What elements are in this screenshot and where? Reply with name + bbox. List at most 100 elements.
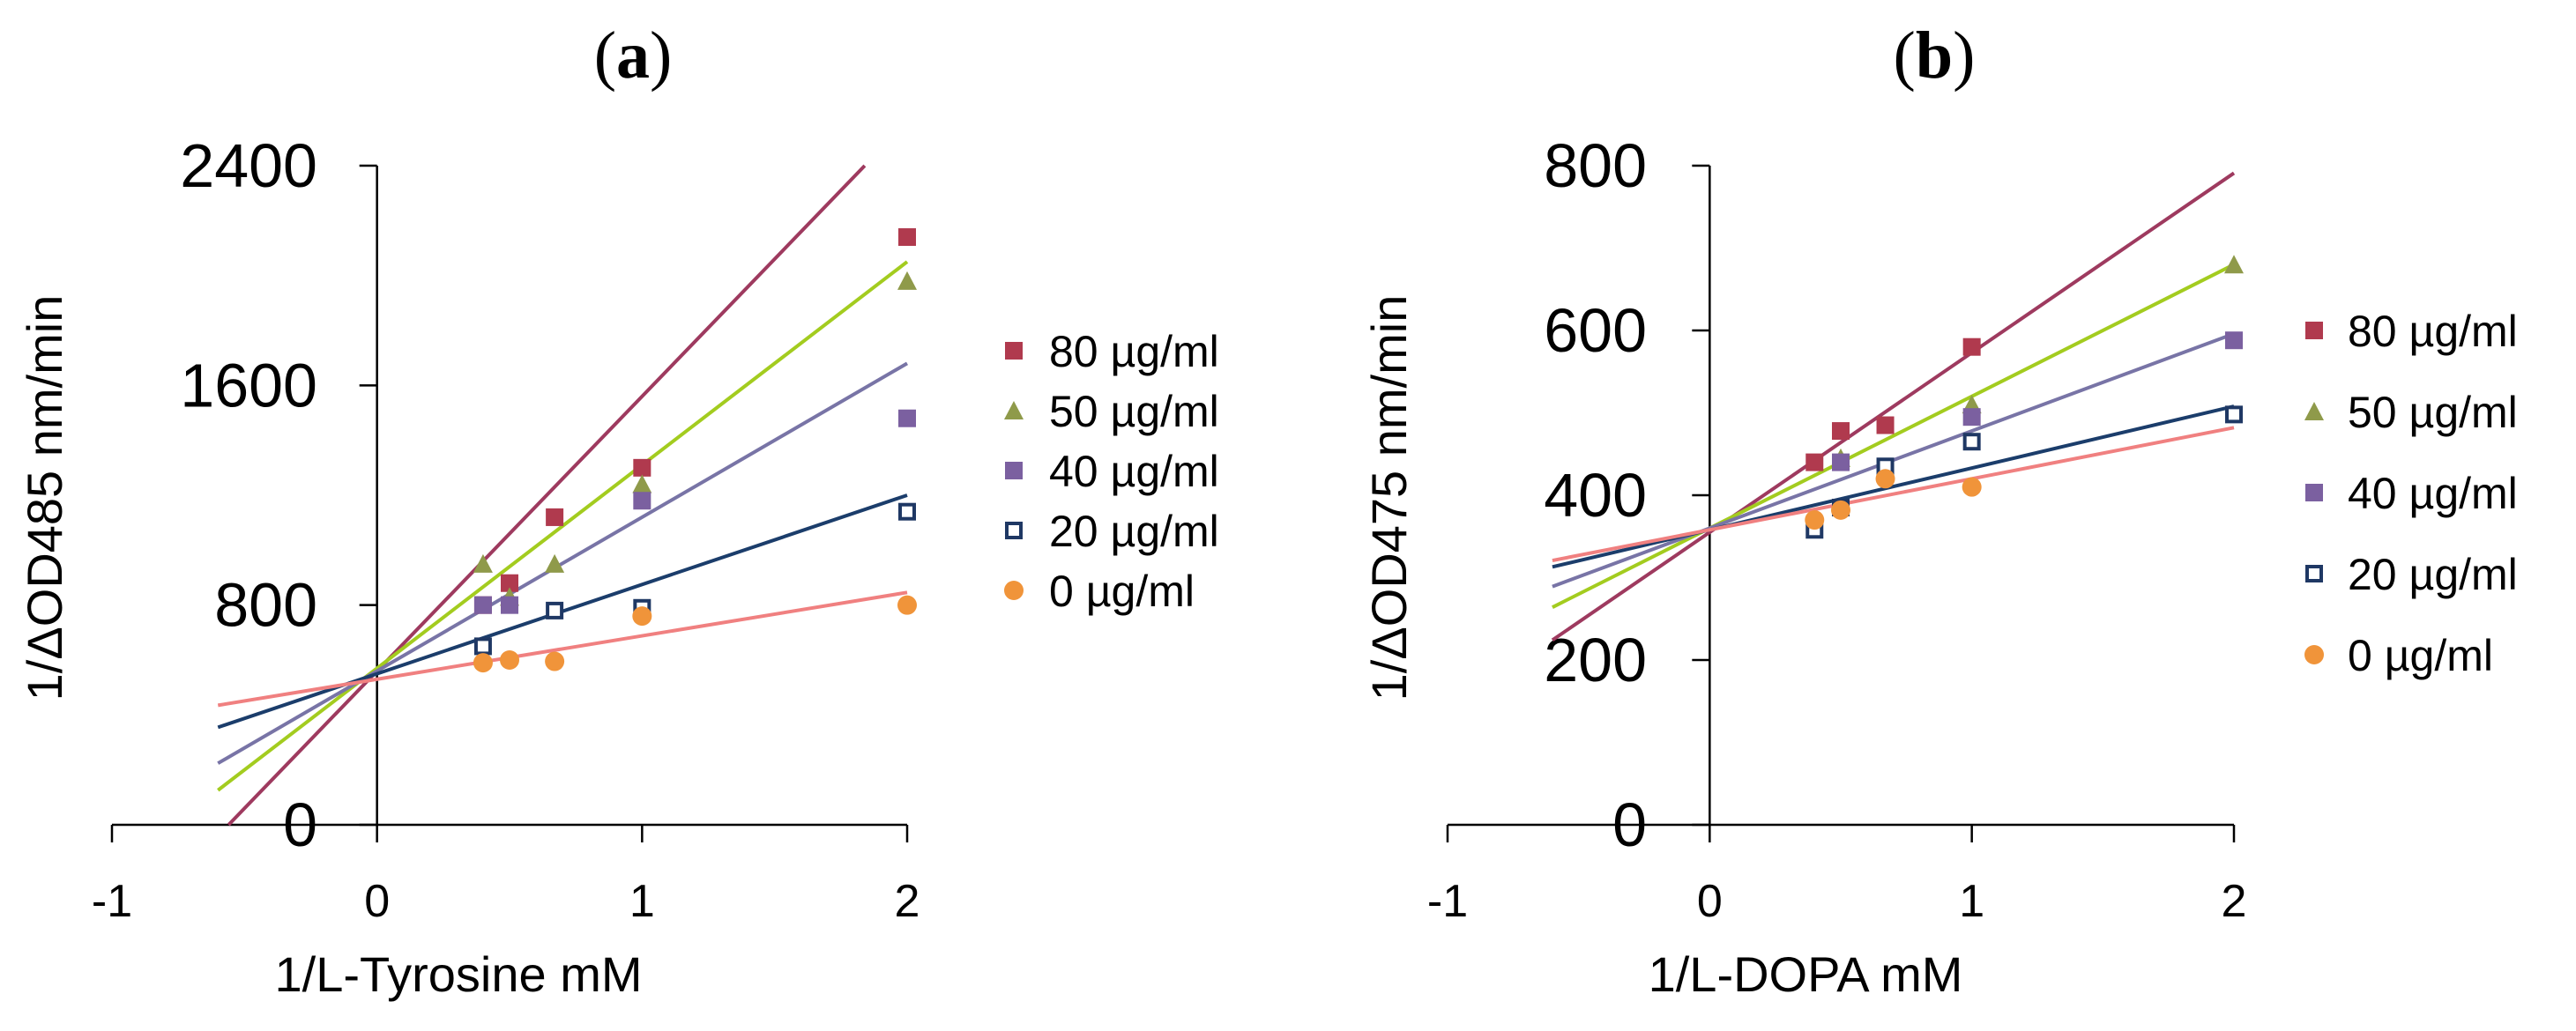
- data-point: [1962, 433, 1981, 451]
- x-tick-label: 1: [1959, 876, 1984, 927]
- y-tick-label: 800: [1544, 131, 1647, 200]
- data-point: [546, 508, 564, 526]
- series-20gml: [473, 502, 916, 656]
- legend-marker: [2305, 484, 2323, 501]
- data-point: [473, 653, 493, 673]
- data-point: [546, 601, 564, 619]
- trendline-0gml: [1552, 426, 2235, 563]
- legend-marker: [1005, 522, 1023, 539]
- data-point: [898, 502, 916, 521]
- data-point: [633, 492, 651, 510]
- y-axis-title: 1/ΔOD485 nm/min: [17, 295, 72, 701]
- x-axis-title: 1/L-Tyrosine mM: [275, 946, 643, 1002]
- x-tick-label: 0: [1697, 876, 1723, 927]
- data-point: [501, 574, 518, 592]
- data-point: [2225, 331, 2243, 350]
- data-point: [501, 596, 518, 614]
- legend-label: 80 µg/ml: [2348, 307, 2518, 356]
- data-point: [545, 553, 565, 573]
- trendline-0gml: [217, 590, 908, 708]
- legend-label: 50 µg/ml: [1049, 387, 1219, 436]
- data-point: [897, 595, 917, 615]
- panel-title-open: (: [594, 19, 616, 93]
- series-40gml: [1832, 331, 2243, 471]
- x-tick-label: -1: [1427, 876, 1468, 927]
- y-tick-label: 0: [1612, 790, 1647, 859]
- panel-title: (a): [594, 19, 673, 93]
- x-axis-title: 1/L-DOPA mM: [1649, 946, 1963, 1002]
- y-tick-label: 200: [1544, 626, 1647, 694]
- data-point: [1876, 416, 1895, 434]
- y-tick-label: 0: [283, 790, 317, 859]
- legend-label: 80 µg/ml: [1049, 327, 1219, 376]
- x-tick-label: 2: [895, 876, 920, 927]
- legend-marker: [1005, 462, 1023, 479]
- legend: 80 µg/ml 50 µg/ml 40 µg/ml 20 µg/ml 0 µg/ml: [2304, 307, 2518, 680]
- series-80gml: [1805, 337, 1981, 471]
- legend-label: 20 µg/ml: [2348, 550, 2518, 599]
- series-80gml: [473, 228, 916, 614]
- data-point: [632, 606, 652, 627]
- panel-label: b: [1916, 19, 1953, 93]
- legend-marker: [1004, 401, 1024, 419]
- trendline-50gml: [1552, 263, 2235, 609]
- y-tick-label: 800: [214, 571, 317, 640]
- y-axis-title: 1/ΔOD475 nm/min: [1361, 295, 1417, 701]
- legend-marker: [2304, 402, 2324, 420]
- series-0gml: [473, 595, 917, 673]
- data-point: [2224, 255, 2244, 274]
- data-point: [898, 228, 916, 247]
- data-point: [1805, 453, 1824, 471]
- data-point: [473, 596, 492, 614]
- legend-label: 40 µg/ml: [1049, 447, 1219, 496]
- legend-label: 50 µg/ml: [2348, 388, 2518, 437]
- legend-marker: [1004, 581, 1024, 600]
- series-40gml: [473, 409, 916, 614]
- series-50gml: [473, 271, 917, 606]
- y-tick-label: 400: [1544, 461, 1647, 530]
- panel-label: a: [616, 19, 650, 93]
- series-0gml: [1805, 469, 1982, 530]
- y-tick-label: 600: [1544, 296, 1647, 365]
- trendline-80gml: [1551, 171, 2236, 642]
- panel-title-close: ): [1953, 19, 1975, 93]
- x-tick-label: 2: [2222, 876, 2247, 927]
- data-point: [1962, 408, 1981, 426]
- data-point: [473, 553, 493, 573]
- data-point: [1832, 453, 1850, 471]
- data-point: [1831, 500, 1850, 520]
- data-point: [1832, 422, 1850, 441]
- x-tick-label: 0: [364, 876, 390, 927]
- data-point: [473, 637, 492, 656]
- x-tick-label: 1: [629, 876, 655, 927]
- data-point: [2225, 405, 2243, 424]
- chart-panel-a: (a) 0 800 1600 2400 -1 0 1 2 1/L-Tyrosine mM 1/ΔOD…: [17, 19, 1219, 1002]
- panel-title-close: ): [650, 19, 672, 93]
- trendline-40gml: [217, 361, 909, 765]
- legend-label: 20 µg/ml: [1049, 507, 1219, 556]
- trendline-80gml: [227, 164, 867, 827]
- data-point: [545, 651, 565, 671]
- data-point: [1805, 510, 1825, 530]
- legend-marker: [1005, 342, 1023, 360]
- chart-panel-b: (b) 0 200 400 600 800 -1 0 1 2 1/L-DOPA mM 1/ΔOD475…: [1361, 19, 2518, 1002]
- x-tick-label: -1: [92, 876, 132, 927]
- legend: 80 µg/ml 50 µg/ml 40 µg/ml 20 µg/ml 0 µg/ml: [1004, 327, 1219, 616]
- data-point: [632, 474, 652, 493]
- legend-label: 40 µg/ml: [2348, 469, 2518, 518]
- panel-title-open: (: [1894, 19, 1916, 93]
- data-point: [1962, 477, 1982, 497]
- legend-label: 0 µg/ml: [1049, 567, 1195, 616]
- data-point: [1962, 337, 1981, 356]
- data-point: [897, 271, 917, 290]
- legend-marker: [2305, 322, 2323, 339]
- y-tick-label: 1600: [180, 351, 317, 419]
- series-20gml: [1805, 405, 2243, 539]
- y-tick-label: 2400: [180, 131, 317, 200]
- legend-marker: [2305, 565, 2323, 582]
- data-point: [898, 409, 916, 427]
- legend-marker: [2304, 645, 2324, 664]
- data-point: [633, 458, 651, 477]
- data-point: [500, 650, 519, 670]
